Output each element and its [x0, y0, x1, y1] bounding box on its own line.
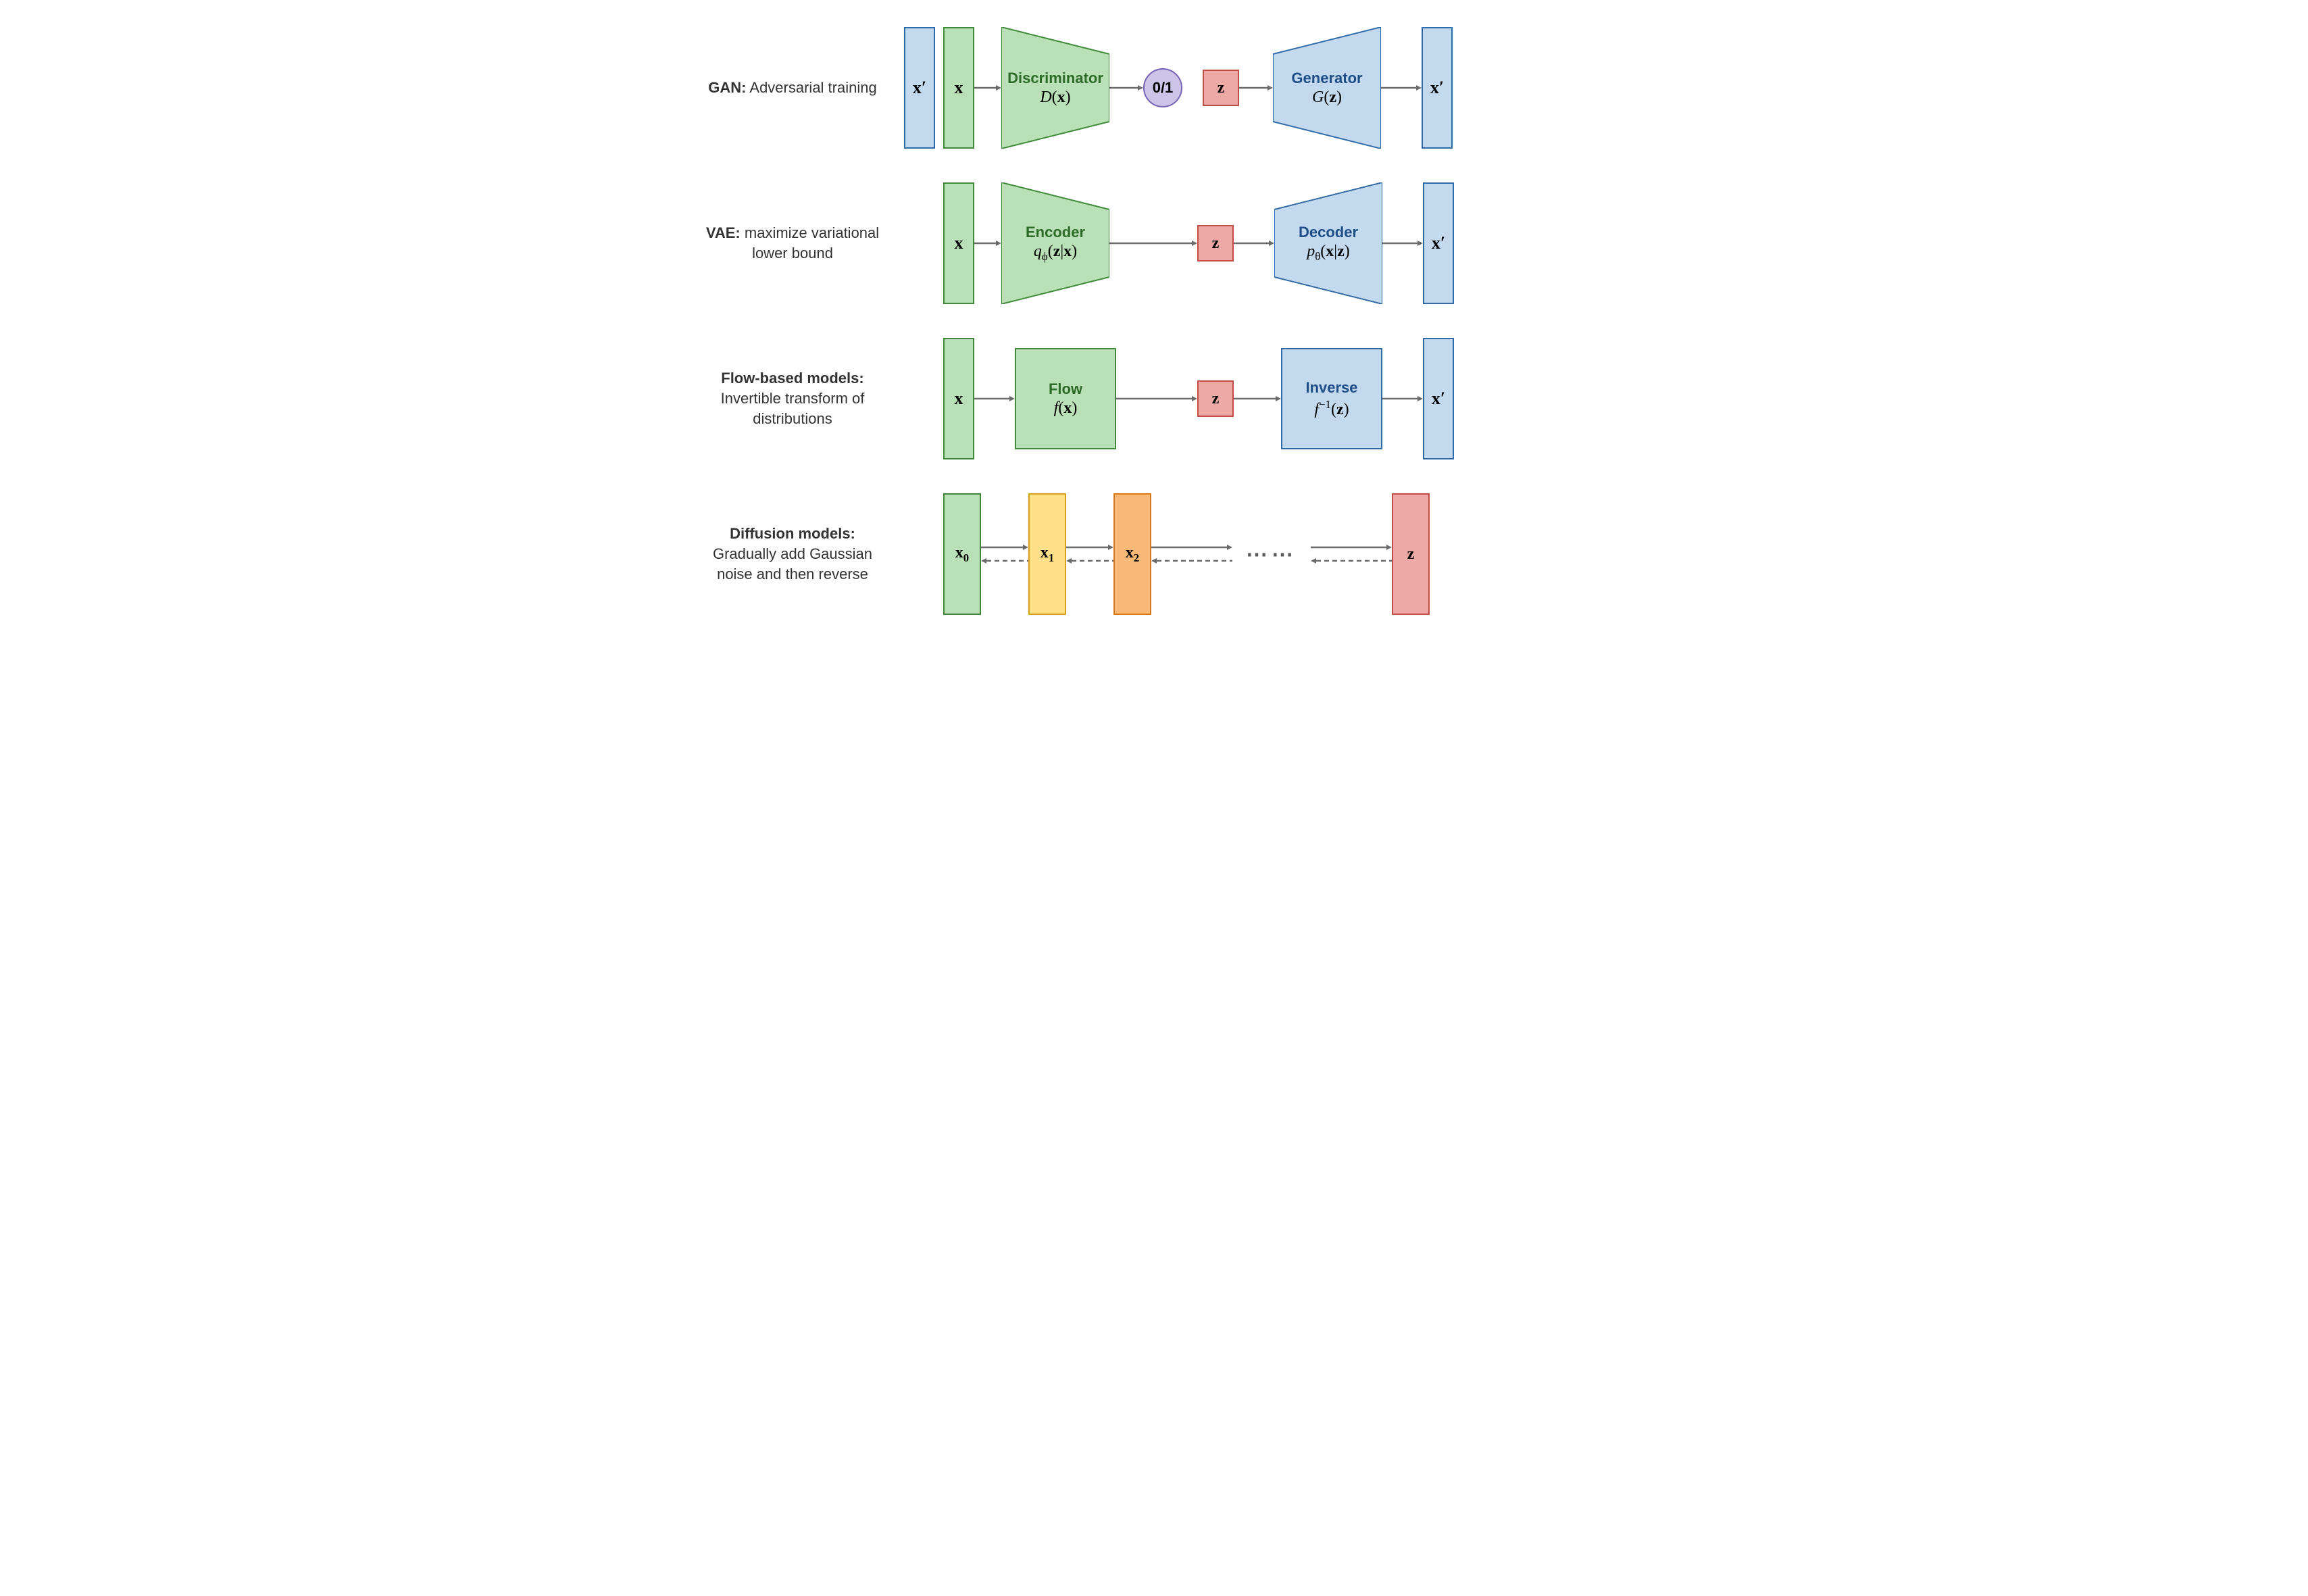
vae-xprime-text: x′ [1432, 233, 1445, 253]
diff-z-block: z [1392, 493, 1430, 615]
vae-label: VAE: maximize variational lower bound [695, 223, 904, 263]
diff-dots: ⋯⋯ [1232, 541, 1311, 567]
gan-title: GAN: [708, 79, 746, 96]
vae-row: VAE: maximize variational lower bound x … [695, 182, 1613, 304]
diff-x0-text: x0 [955, 544, 969, 565]
diffusion-subtitle: Gradually add Gaussian noise and then re… [695, 544, 890, 584]
vae-z-text: z [1212, 234, 1220, 253]
arrow-icon [1381, 87, 1422, 89]
inverse-title: Inverse [1305, 379, 1357, 397]
arrow-icon [1382, 243, 1423, 244]
vae-x-block: x [943, 182, 974, 304]
flow-z-block: z [1197, 380, 1234, 417]
flow-subtitle: Invertible transform of distributions [695, 389, 890, 428]
gan-output-circle: 0/1 [1143, 68, 1182, 107]
diff-x2-text: x2 [1126, 544, 1139, 565]
generator-math: G(z) [1291, 89, 1362, 107]
encoder-math: qϕ(z|x) [1026, 243, 1085, 264]
arrow-icon [1234, 398, 1281, 399]
gan-x-text: x [955, 78, 963, 98]
flow-fn-block: Flow f(x) [1015, 348, 1116, 449]
flow-xprime-block: x′ [1423, 338, 1454, 459]
encoder-title: Encoder [1026, 224, 1085, 241]
diffusion-label: Diffusion models: Gradually add Gaussian… [695, 524, 904, 584]
flow-xprime-text: x′ [1432, 389, 1445, 409]
arrow-icon [1239, 87, 1273, 89]
flow-fn-title: Flow [1049, 380, 1082, 398]
flow-title: Flow-based models: [721, 370, 863, 386]
discriminator-math: D(x) [1007, 89, 1103, 107]
vae-x-text: x [955, 233, 963, 253]
diffusion-title: Diffusion models: [730, 525, 855, 542]
flow-fn-math: f(x) [1054, 399, 1078, 418]
gan-xprime2-block: x′ [1422, 27, 1453, 149]
arrow-icon [1116, 398, 1197, 399]
vae-z-block: z [1197, 225, 1234, 261]
flow-z-text: z [1212, 390, 1220, 408]
diff-z-text: z [1407, 545, 1415, 564]
diffusion-flow: x0 x1 x2 ⋯⋯ [904, 493, 1613, 615]
decoder-block: Decoder pθ(x|z) [1274, 182, 1382, 304]
vae-xprime-block: x′ [1423, 182, 1454, 304]
arrow-icon [1234, 243, 1274, 244]
gan-row: GAN: Adversarial training x′ x Discrimin… [695, 27, 1613, 149]
arrow-icon [1109, 243, 1197, 244]
inverse-math: f−1(z) [1314, 398, 1349, 419]
encoder-block: Encoder qϕ(z|x) [1001, 182, 1109, 304]
gan-z-text: z [1218, 79, 1225, 97]
arrow-icon [1382, 398, 1423, 399]
arrow-icon [1109, 87, 1143, 89]
gan-xprime-text: x′ [913, 78, 926, 98]
flow-row: Flow-based models: Invertible transform … [695, 338, 1613, 459]
vae-flow: x Encoder qϕ(z|x) z [904, 182, 1613, 304]
gan-xprime2-text: x′ [1430, 78, 1444, 98]
gan-label: GAN: Adversarial training [695, 78, 904, 98]
gan-xprime-block: x′ [904, 27, 935, 149]
gan-flow: x′ x Discriminator D(x) 0/1 [904, 27, 1613, 149]
bi-arrow-icon [1066, 544, 1113, 564]
gan-x-block: x [943, 27, 974, 149]
discriminator-block: Discriminator D(x) [1001, 27, 1109, 149]
generator-block: Generator G(z) [1273, 27, 1381, 149]
flow-x-text: x [955, 389, 963, 409]
arrow-icon [974, 398, 1015, 399]
diff-x1-text: x1 [1040, 544, 1054, 565]
arrow-icon [974, 87, 1001, 89]
decoder-math: pθ(x|z) [1299, 243, 1358, 264]
vae-subtitle: maximize variational lower bound [741, 224, 879, 261]
bi-arrow-icon [981, 544, 1028, 564]
bi-arrow-icon [1151, 544, 1232, 564]
gan-z-block: z [1203, 70, 1239, 106]
diff-x1-block: x1 [1028, 493, 1066, 615]
diff-x0-block: x0 [943, 493, 981, 615]
gan-output-text: 0/1 [1153, 79, 1174, 97]
flow-x-block: x [943, 338, 974, 459]
bi-arrow-icon [1311, 544, 1392, 564]
diff-x2-block: x2 [1113, 493, 1151, 615]
discriminator-title: Discriminator [1007, 70, 1103, 87]
inverse-block: Inverse f−1(z) [1281, 348, 1382, 449]
flow-label: Flow-based models: Invertible transform … [695, 368, 904, 428]
vae-title: VAE: [706, 224, 741, 241]
generator-title: Generator [1291, 70, 1362, 87]
decoder-title: Decoder [1299, 224, 1358, 241]
diffusion-row: Diffusion models: Gradually add Gaussian… [695, 493, 1613, 615]
generative-models-diagram: GAN: Adversarial training x′ x Discrimin… [695, 27, 1613, 615]
arrow-icon [974, 243, 1001, 244]
gan-subtitle: Adversarial training [747, 79, 877, 96]
flow-flow: x Flow f(x) z Inverse f−1(z) [904, 338, 1613, 459]
